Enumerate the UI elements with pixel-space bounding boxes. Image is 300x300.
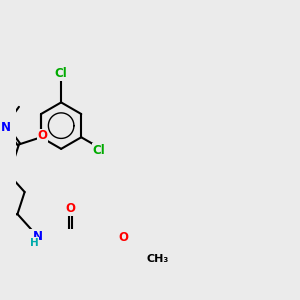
Text: Cl: Cl — [92, 143, 105, 157]
Text: O: O — [118, 231, 128, 244]
Text: O: O — [66, 202, 76, 215]
Text: CH₃: CH₃ — [146, 254, 169, 264]
Text: Cl: Cl — [55, 68, 68, 80]
Text: O: O — [38, 129, 47, 142]
Text: H: H — [30, 238, 39, 248]
Text: N: N — [33, 230, 43, 243]
Text: N: N — [1, 121, 11, 134]
